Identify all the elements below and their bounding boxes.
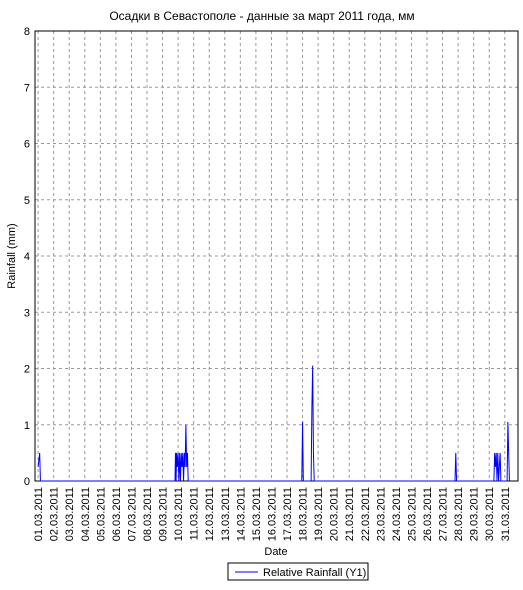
x-tick-label: 30.03.2011 (484, 487, 496, 541)
x-tick-label: 21.03.2011 (344, 487, 356, 541)
x-axis-label: Date (264, 546, 287, 558)
legend (227, 562, 369, 581)
x-tick-label: 04.03.2011 (80, 487, 92, 541)
x-tick-label: 24.03.2011 (391, 487, 403, 541)
x-tick-label: 02.03.2011 (49, 487, 61, 541)
y-tick-label: 4 (24, 251, 30, 263)
x-tick-label: 18.03.2011 (298, 487, 310, 541)
y-tick-label: 0 (24, 476, 30, 488)
y-tick-label: 5 (24, 195, 30, 207)
x-tick-label: 14.03.2011 (235, 487, 247, 541)
y-tick-label: 2 (24, 364, 30, 376)
x-tick-label: 10.03.2011 (173, 487, 185, 541)
x-tick-label: 03.03.2011 (64, 487, 76, 541)
x-tick-label: 05.03.2011 (95, 487, 107, 541)
x-tick-label: 12.03.2011 (204, 487, 216, 541)
x-tick-label: 31.03.2011 (500, 487, 512, 541)
y-tick-label: 7 (24, 82, 30, 94)
y-tick-label: 8 (24, 26, 30, 38)
legend-label: Relative Rainfall (Y1) (263, 567, 366, 579)
x-tick-label: 25.03.2011 (406, 487, 418, 541)
x-tick-label: 07.03.2011 (126, 487, 138, 541)
x-tick-label: 23.03.2011 (375, 487, 387, 541)
y-axis-label: Rainfall (mm) (6, 223, 18, 288)
x-tick-label: 08.03.2011 (142, 487, 154, 541)
x-tick-label: 15.03.2011 (251, 487, 263, 541)
x-tick-label: 01.03.2011 (33, 487, 45, 541)
x-tick-label: 26.03.2011 (422, 487, 434, 541)
x-tick-label: 19.03.2011 (313, 487, 325, 541)
data-line (37, 365, 510, 482)
x-tick-label: 27.03.2011 (438, 487, 450, 541)
x-tick-label: 16.03.2011 (266, 487, 278, 541)
y-tick-label: 1 (24, 420, 30, 432)
y-tick-label: 3 (24, 307, 30, 319)
x-tick-label: 28.03.2011 (453, 487, 465, 541)
x-tick-label: 29.03.2011 (469, 487, 481, 541)
x-tick-label: 17.03.2011 (282, 487, 294, 541)
x-tick-label: 11.03.2011 (189, 487, 201, 540)
x-tick-label: 09.03.2011 (158, 487, 170, 541)
chart-title: Осадки в Севастополе - данные за март 20… (109, 9, 414, 23)
x-tick-label: 22.03.2011 (360, 487, 372, 541)
x-tick-label: 20.03.2011 (329, 487, 341, 541)
x-tick-label: 13.03.2011 (220, 487, 232, 541)
x-tick-label: 06.03.2011 (111, 487, 123, 541)
y-tick-label: 6 (24, 139, 30, 151)
